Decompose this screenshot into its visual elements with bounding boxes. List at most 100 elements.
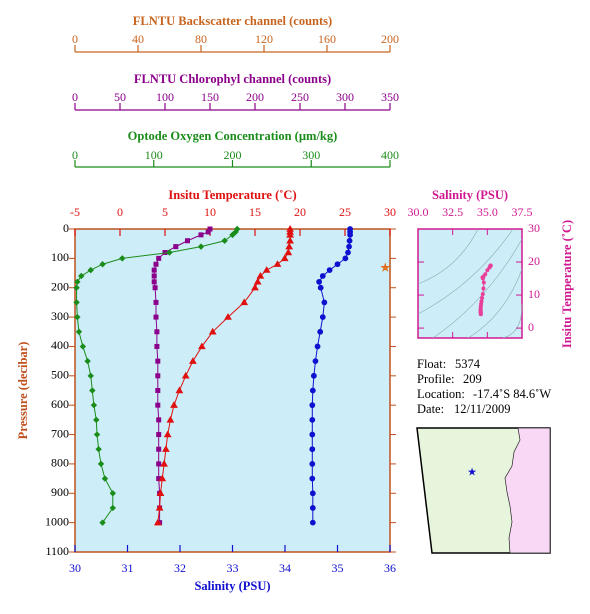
point: [166, 415, 175, 423]
x-tick-label: 0: [72, 148, 78, 162]
point: [99, 261, 106, 268]
point: [95, 446, 102, 453]
x-tick-label: 33: [227, 561, 239, 575]
point: [181, 371, 190, 379]
inset-x-tick-label: 35.0: [477, 205, 498, 219]
point: [154, 343, 160, 349]
density-contour: [502, 303, 523, 339]
point: [346, 243, 352, 250]
x-axis-label: FLNTU Backscatter channel (counts): [133, 14, 332, 28]
point: [160, 459, 168, 467]
point: [319, 314, 326, 320]
y-tick-label: 1100: [45, 544, 69, 558]
profile-line: [76, 228, 238, 523]
y-axis-label: Pressure (decibar): [16, 342, 30, 440]
point: [198, 232, 204, 238]
x-tick-label: 36: [384, 561, 396, 575]
point: [173, 244, 179, 250]
point: [346, 237, 353, 244]
point: [166, 249, 173, 256]
x-tick-label: 34: [279, 561, 291, 575]
x-tick-label: 80: [195, 32, 207, 46]
point: [155, 402, 161, 408]
info-label: Date:: [417, 402, 444, 416]
point: [309, 416, 316, 423]
point: [326, 267, 333, 274]
y-tick-label: 600: [51, 397, 69, 411]
point: [347, 231, 354, 238]
info-label: Profile:: [417, 372, 455, 386]
x-tick-label: 300: [302, 148, 320, 162]
point: [79, 343, 87, 350]
x-tick-label: 200: [381, 32, 399, 46]
x-axis-label: Insitu Temperature (˚C): [168, 188, 296, 202]
point: [155, 503, 164, 511]
point: [156, 461, 162, 467]
point: [319, 273, 326, 279]
point: [309, 431, 316, 438]
x-tick-label: 31: [122, 561, 134, 575]
point: [155, 388, 161, 393]
x-tick-label: 15: [249, 205, 261, 219]
x-tick-label: 40: [132, 32, 144, 46]
density-contour: [467, 268, 523, 339]
y-tick-label: 200: [51, 279, 69, 293]
point: [317, 328, 324, 335]
point: [221, 237, 228, 244]
x-tick-label: 5: [162, 205, 168, 219]
inset-x-label: Salinity (PSU): [432, 188, 508, 202]
point: [151, 267, 157, 273]
point: [73, 284, 80, 291]
ts-point: [480, 296, 485, 301]
point: [309, 402, 316, 409]
point: [253, 277, 262, 285]
point: [262, 266, 271, 273]
inset-x-tick-label: 30.0: [408, 205, 429, 219]
point: [89, 387, 96, 394]
ts-point: [478, 312, 483, 317]
profile-line: [311, 229, 351, 523]
point: [345, 249, 351, 256]
svg-text:★: ★: [467, 467, 477, 479]
point: [310, 372, 317, 379]
info-value: -17.4˚S 84.6˚W: [473, 387, 551, 401]
inset-y-label: Insitu Temperature (˚C): [560, 220, 574, 348]
x-tick-label: 20: [294, 205, 306, 219]
point: [119, 255, 126, 262]
inset-y-tick-label: 20: [528, 254, 540, 268]
x-tick-label: 100: [156, 90, 174, 104]
point: [312, 358, 319, 365]
map-inset: ★: [416, 427, 551, 554]
x-tick-label: 35: [332, 561, 344, 575]
point: [153, 299, 159, 305]
y-tick-label: 400: [51, 338, 69, 352]
y-tick-label: 900: [51, 485, 69, 499]
point: [158, 474, 167, 482]
point: [280, 254, 289, 262]
point: [78, 272, 85, 280]
density-contour: [417, 228, 514, 315]
point: [205, 229, 211, 235]
inset-x-tick-label: 37.5: [512, 205, 533, 219]
profile-line: [153, 228, 211, 523]
point: [309, 490, 316, 497]
point: [208, 327, 217, 335]
y-tick-label: 700: [51, 426, 69, 440]
x-tick-label: 25: [339, 205, 351, 219]
point: [309, 505, 316, 511]
x-tick-label: 120: [255, 32, 273, 46]
x-tick-label: 30: [384, 205, 396, 219]
point: [73, 299, 80, 306]
x-tick-label: 400: [381, 148, 399, 162]
ts-point: [481, 280, 486, 285]
x-tick-label: 100: [145, 148, 163, 162]
point: [197, 243, 205, 250]
point: [185, 238, 190, 244]
info-value: 12/11/2009: [454, 402, 510, 416]
inset-y-tick-label: 0: [528, 320, 534, 334]
point: [229, 231, 236, 239]
inset-y-tick-label: 30: [528, 221, 540, 235]
point: [155, 358, 161, 364]
point: [153, 261, 159, 267]
